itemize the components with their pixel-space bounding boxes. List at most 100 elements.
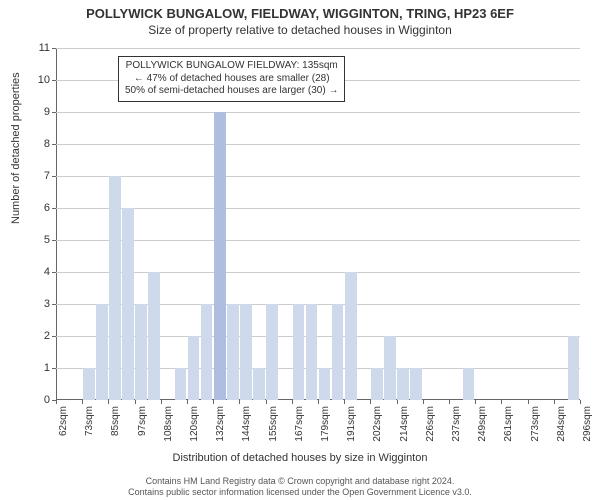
ytick-label: 5 [44, 234, 56, 246]
bar [463, 368, 475, 400]
ytick-label: 2 [44, 330, 56, 342]
gridline [56, 176, 580, 177]
y-axis-line [56, 48, 57, 400]
ytick-label: 0 [44, 394, 56, 406]
bar [397, 368, 409, 400]
bar [109, 176, 121, 400]
xtick-label: 226sqm [425, 406, 436, 442]
bar [188, 336, 200, 400]
xtick-mark [475, 400, 476, 404]
xtick-label: 73sqm [84, 406, 95, 436]
bar [253, 368, 265, 400]
xtick-mark [292, 400, 293, 404]
gridline [56, 272, 580, 273]
y-axis-title: Number of detached properties [10, 72, 22, 224]
xtick-label: 120sqm [189, 406, 200, 442]
ytick-label: 6 [44, 202, 56, 214]
bar [135, 304, 147, 400]
ytick-label: 3 [44, 298, 56, 310]
xtick-label: 214sqm [399, 406, 410, 442]
ytick-label: 11 [39, 42, 56, 54]
xtick-mark [56, 400, 57, 404]
ytick-label: 1 [44, 362, 56, 374]
bar [148, 272, 160, 400]
xtick-mark [370, 400, 371, 404]
xtick-label: 167sqm [294, 406, 305, 442]
annotation-line3: 50% of semi-detached houses are larger (… [125, 85, 338, 98]
bar [240, 304, 252, 400]
chart-subtitle: Size of property relative to detached ho… [0, 21, 600, 37]
footer: Contains HM Land Registry data © Crown c… [0, 476, 600, 498]
bar [568, 336, 580, 400]
bar [384, 336, 396, 400]
plot-area: POLLYWICK BUNGALOW FIELDWAY: 135sqm ← 47… [56, 48, 580, 400]
xtick-mark [344, 400, 345, 404]
bar-highlight [214, 112, 226, 400]
xtick-label: 249sqm [477, 406, 488, 442]
xtick-mark [82, 400, 83, 404]
xtick-label: 179sqm [320, 406, 331, 442]
bar [371, 368, 383, 400]
bar [83, 368, 95, 400]
annotation-line2: ← 47% of detached houses are smaller (28… [125, 73, 338, 86]
footer-line1: Contains HM Land Registry data © Crown c… [0, 476, 600, 487]
ytick-label: 7 [44, 170, 56, 182]
xtick-mark [213, 400, 214, 404]
gridline [56, 208, 580, 209]
xtick-label: 97sqm [137, 406, 148, 436]
xtick-label: 261sqm [503, 406, 514, 442]
gridline [56, 112, 580, 113]
bar [319, 368, 331, 400]
bar [345, 272, 357, 400]
xtick-mark [397, 400, 398, 404]
xtick-mark [108, 400, 109, 404]
xtick-label: 273sqm [530, 406, 541, 442]
bar [227, 304, 239, 400]
xtick-label: 108sqm [163, 406, 174, 442]
xtick-label: 144sqm [241, 406, 252, 442]
chart-container: POLLYWICK BUNGALOW, FIELDWAY, WIGGINTON,… [0, 0, 600, 500]
xtick-mark [135, 400, 136, 404]
xtick-label: 202sqm [372, 406, 383, 442]
bar [96, 304, 108, 400]
xtick-label: 296sqm [582, 406, 593, 442]
xtick-mark [318, 400, 319, 404]
xtick-label: 237sqm [451, 406, 462, 442]
ytick-label: 10 [38, 74, 56, 86]
ytick-label: 9 [44, 106, 56, 118]
xtick-label: 191sqm [346, 406, 357, 442]
xtick-mark [528, 400, 529, 404]
xtick-mark [554, 400, 555, 404]
gridline [56, 240, 580, 241]
bar [306, 304, 318, 400]
ytick-label: 4 [44, 266, 56, 278]
bar [122, 208, 134, 400]
bar [266, 304, 278, 400]
footer-line2: Contains public sector information licen… [0, 487, 600, 498]
bar [175, 368, 187, 400]
gridline [56, 144, 580, 145]
xtick-mark [449, 400, 450, 404]
xtick-label: 85sqm [110, 406, 121, 436]
ytick-label: 8 [44, 138, 56, 150]
xtick-mark [266, 400, 267, 404]
xtick-mark [501, 400, 502, 404]
gridline [56, 48, 580, 49]
xtick-mark [161, 400, 162, 404]
xtick-mark [187, 400, 188, 404]
xtick-label: 155sqm [268, 406, 279, 442]
annotation-line1: POLLYWICK BUNGALOW FIELDWAY: 135sqm [125, 60, 338, 73]
bar [410, 368, 422, 400]
bar [332, 304, 344, 400]
xtick-label: 284sqm [556, 406, 567, 442]
bar [293, 304, 305, 400]
x-axis-title: Distribution of detached houses by size … [0, 452, 600, 464]
xtick-mark [239, 400, 240, 404]
xtick-mark [580, 400, 581, 404]
xtick-label: 132sqm [215, 406, 226, 442]
bar [201, 304, 213, 400]
xtick-label: 62sqm [58, 406, 69, 436]
chart-title: POLLYWICK BUNGALOW, FIELDWAY, WIGGINTON,… [0, 0, 600, 21]
xtick-mark [423, 400, 424, 404]
annotation-box: POLLYWICK BUNGALOW FIELDWAY: 135sqm ← 47… [118, 56, 345, 102]
